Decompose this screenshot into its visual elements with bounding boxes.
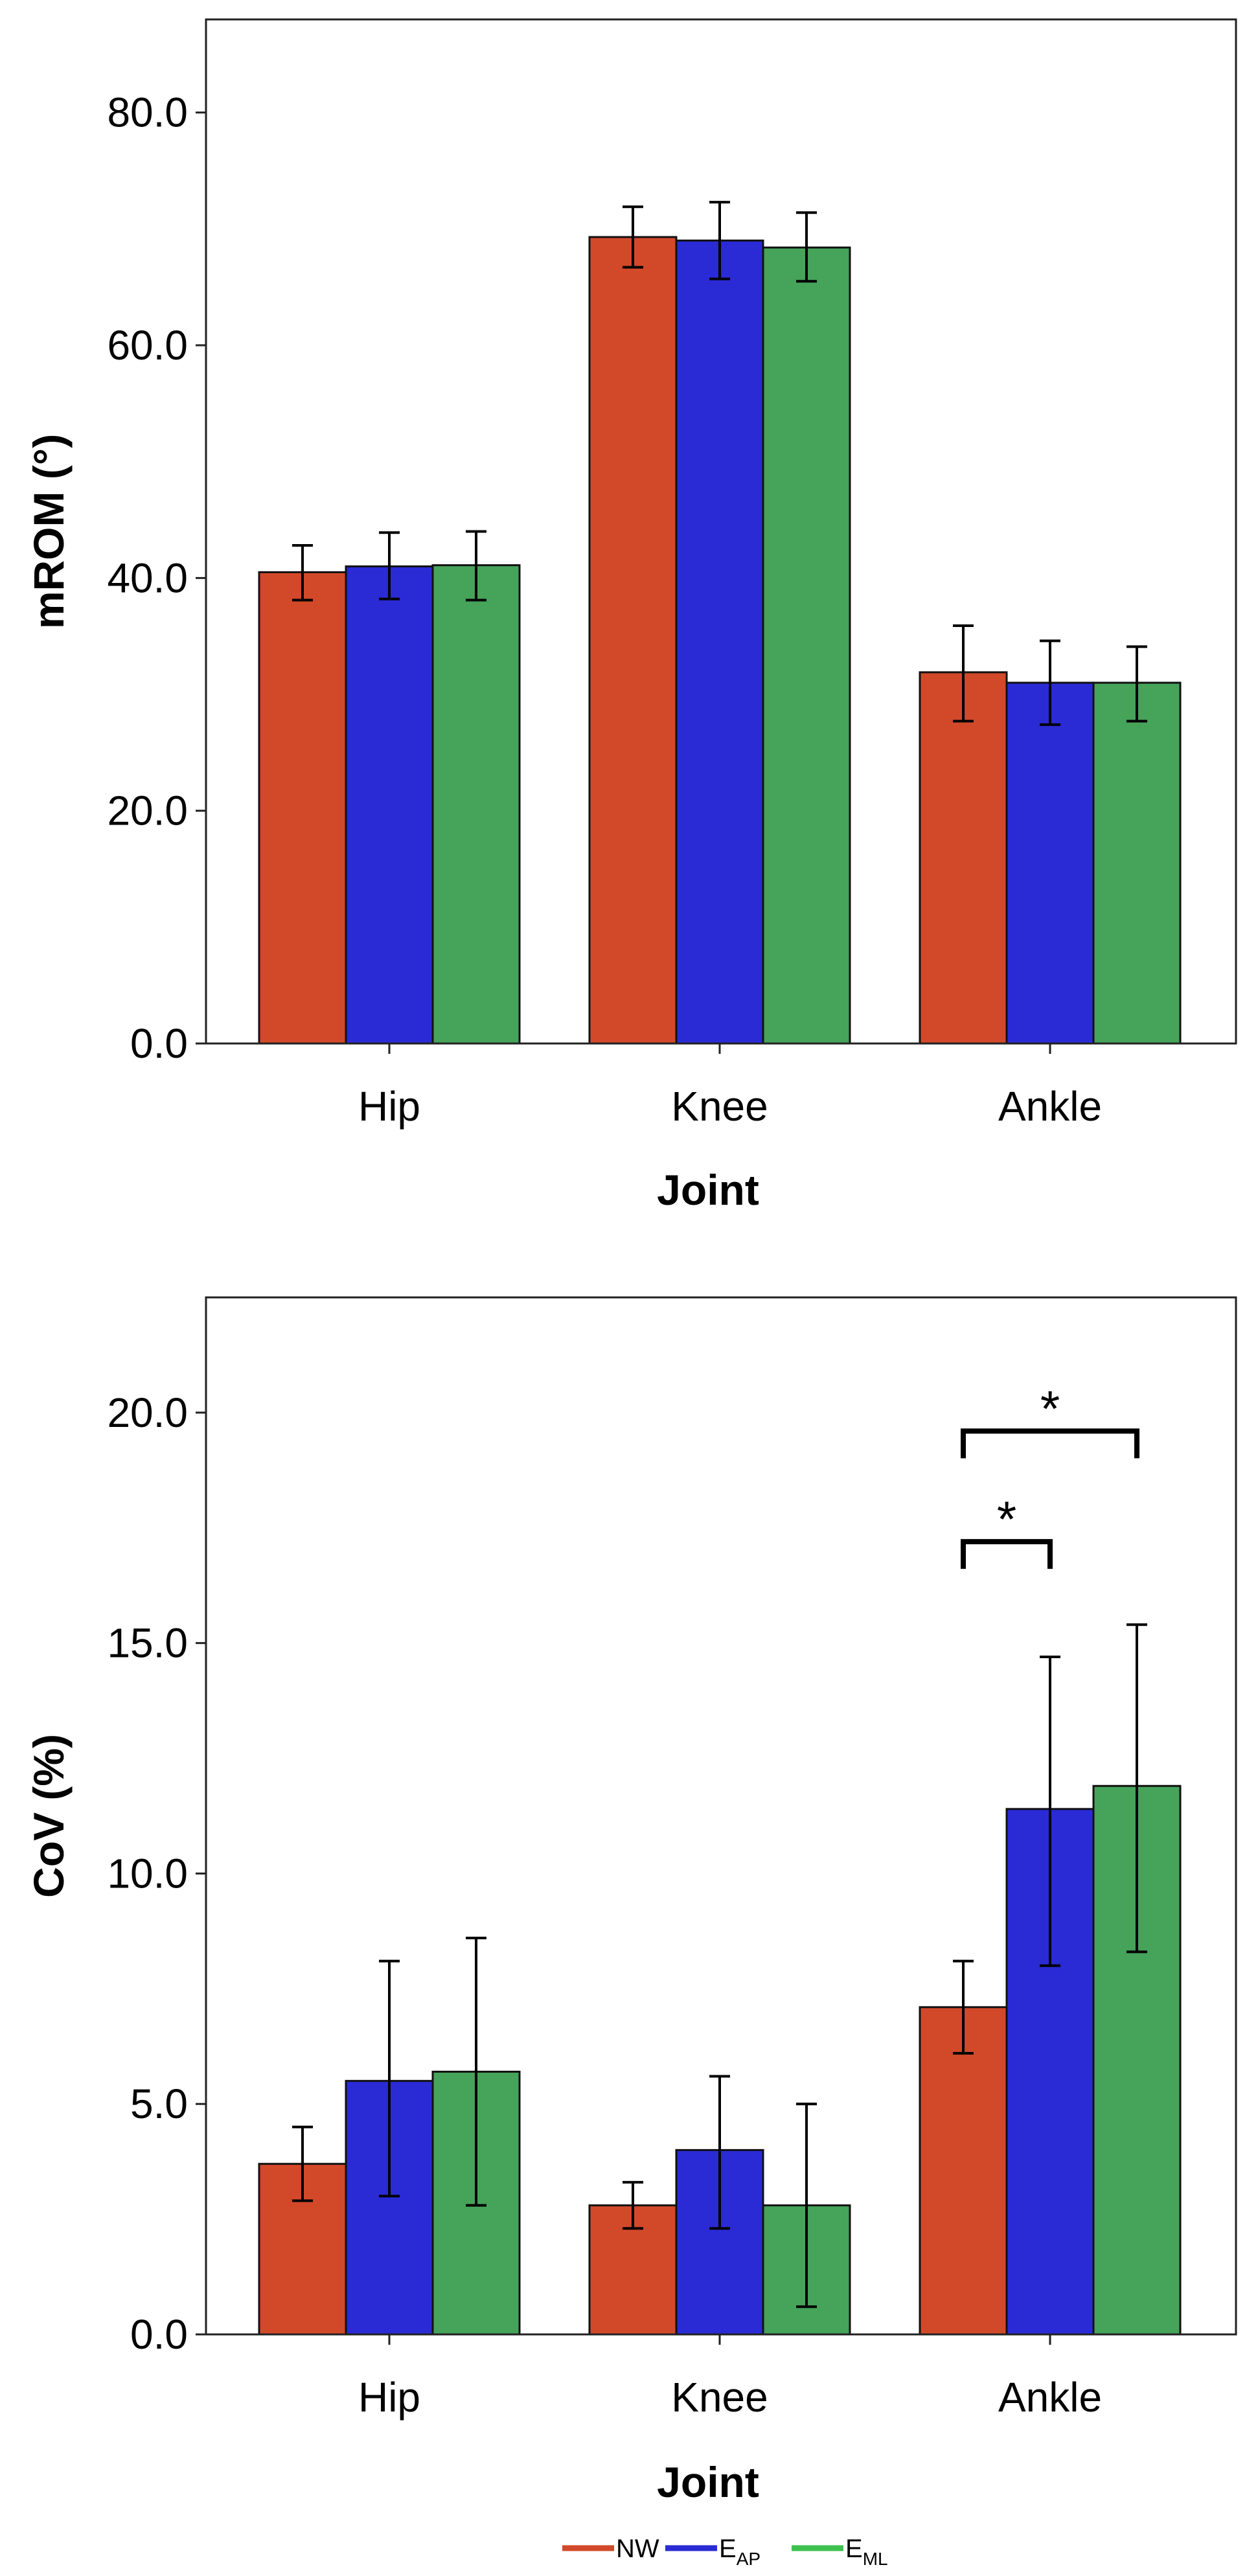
mrom-chart: 0.0 20.0 40.0 60.0 80.0 Hip Knee Ankle Joint mROM…	[25, 18, 1237, 1214]
error-bar-knee-eap	[709, 2075, 730, 2230]
y-tick-label: 20.0	[107, 1389, 188, 1436]
y-axis-title: mROM (°)	[25, 434, 73, 629]
y-tick-label: 10.0	[107, 1850, 188, 1897]
bracket-line	[961, 1428, 1139, 1459]
significance-bracket-1: *	[961, 1490, 1053, 1569]
error-bar-hip-eml	[466, 1937, 486, 2207]
plot-frame	[205, 1296, 1237, 2336]
y-axis-title: CoV (%)	[25, 1734, 73, 1898]
x-tick-label-knee: Knee	[671, 2374, 768, 2421]
bar-ankle-eml	[1092, 681, 1182, 1045]
x-tick-label-knee: Knee	[671, 1083, 768, 1130]
legend-label-eml: EML	[845, 2535, 888, 2569]
bracket-line	[961, 1539, 1053, 1569]
error-bar-ankle-eml	[1126, 1623, 1147, 1954]
error-bar-ankle-nw	[953, 624, 974, 723]
error-bar-ankle-eap	[1040, 1656, 1060, 1967]
significance-bracket-2: *	[961, 1380, 1139, 1459]
error-bar-knee-nw	[623, 205, 643, 269]
error-bar-knee-nw	[623, 2181, 643, 2230]
y-tick-label: 40.0	[107, 554, 188, 601]
error-bar-ankle-nw	[953, 1959, 974, 2055]
bar-hip-eap	[345, 565, 434, 1045]
bar-knee-eap	[675, 239, 764, 1045]
y-tick-label: 0.0	[130, 1020, 188, 1067]
bar-ankle-nw	[919, 2006, 1008, 2336]
bar-ankle-nw	[919, 671, 1008, 1045]
significance-star: *	[997, 1490, 1016, 1547]
error-bar-hip-nw	[292, 544, 313, 602]
error-bar-ankle-eap	[1040, 639, 1060, 726]
bar-knee-nw	[588, 236, 678, 1045]
plot-frame	[205, 18, 1237, 1045]
x-axis-title: Joint	[657, 1166, 759, 1214]
y-tick-label: 0.0	[130, 2311, 188, 2358]
x-axis-title: Joint	[657, 2458, 759, 2506]
error-bar-ankle-eml	[1126, 645, 1147, 723]
x-tick-label-ankle: Ankle	[998, 1083, 1102, 1130]
error-bar-hip-nw	[292, 2125, 313, 2202]
y-tick-label: 5.0	[130, 2080, 188, 2127]
error-bar-knee-eml	[796, 2103, 817, 2308]
legend-label-eap: EAP	[719, 2535, 761, 2569]
bar-ankle-eap	[1005, 681, 1095, 1045]
error-bar-hip-eap	[379, 531, 400, 600]
bar-hip-eml	[431, 564, 521, 1045]
x-tick-label-ankle: Ankle	[998, 2374, 1102, 2421]
y-tick-label: 80.0	[107, 89, 188, 136]
legend: NW EAP EML	[562, 2535, 888, 2569]
legend-label-nw: NW	[616, 2535, 659, 2563]
error-bar-hip-eap	[379, 1959, 400, 2198]
bar-hip-nw	[258, 571, 347, 1045]
error-bar-knee-eap	[709, 201, 730, 280]
y-tick-label: 15.0	[107, 1620, 188, 1667]
cov-chart: 0.0 5.0 10.0 15.0 20.0 Hip Knee Ankle Joint CoV (…	[25, 1296, 1237, 2506]
error-bar-hip-eml	[466, 530, 486, 602]
x-tick-label-hip: Hip	[358, 2374, 420, 2421]
y-tick-label: 20.0	[107, 788, 188, 834]
bar-knee-eml	[762, 246, 851, 1045]
x-tick-label-hip: Hip	[358, 1083, 420, 1130]
error-bar-knee-eml	[796, 211, 817, 283]
y-tick-label: 60.0	[107, 322, 188, 369]
significance-star: *	[1040, 1380, 1060, 1437]
